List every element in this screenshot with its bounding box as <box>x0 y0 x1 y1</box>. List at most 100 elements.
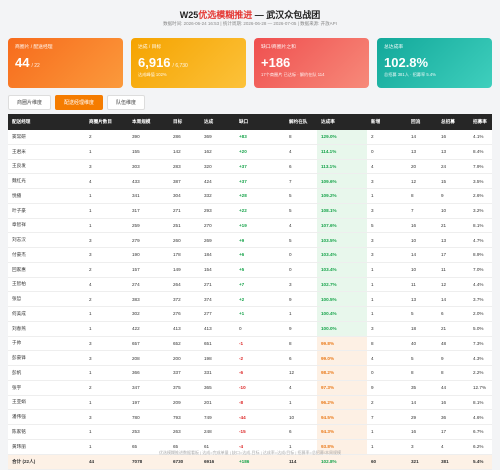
table-cell: 刘志汉 <box>8 232 85 248</box>
table-cell: 3.5% <box>469 173 492 189</box>
stat-card: 总达成率 102.8% 总招募 381人 · 招募率 5.4% <box>377 38 492 88</box>
table-wrap: 配送经理 商圈片数目 本周规模 目标 达成 缺口 解约在队 达成率 新增 回流 总招募 招募率 窦常研 2… <box>8 114 492 470</box>
stat-card: 达成 / 目标 6,916/ 6,730 达成峰值 102% <box>131 38 246 88</box>
table-cell: 269 <box>200 232 235 248</box>
card-value: +186 <box>261 55 362 70</box>
column-header: 本周规模 <box>128 114 169 130</box>
table-cell: 5 <box>285 232 317 248</box>
table-cell: 21 <box>437 218 469 234</box>
table-cell: 157 <box>128 262 169 278</box>
table-cell: +20 <box>235 144 285 160</box>
table-cell: 129.0% <box>317 130 367 145</box>
table-cell: 304 <box>169 188 200 204</box>
table-cell: 16 <box>437 395 469 411</box>
table-row: 彭豪锋 3 208 200 198 -2 6 99.0% 4 5 9 4.3% <box>8 350 492 366</box>
table-row: 张哲 2 383 372 374 +2 9 100.5% 1 13 14 3.7% <box>8 291 492 307</box>
table-cell: 王亚娟 <box>8 395 85 411</box>
table-cell: 387 <box>169 173 200 189</box>
header-row: 配送经理 商圈片数目 本周规模 目标 达成 缺口 解约在队 达成率 新增 回流 总招募 招募率 <box>8 114 492 130</box>
table-cell: +22 <box>235 203 285 219</box>
table-cell: 张哲 <box>8 291 85 307</box>
table-cell: 1 <box>285 395 317 411</box>
table-cell: 3.7% <box>469 291 492 307</box>
table-row: 刘志汉 3 279 260 269 +9 5 103.5% 3 10 13 4.7% <box>8 232 492 248</box>
table-cell: 刘春燕 <box>8 321 85 337</box>
tab[interactable]: 队伍维度 <box>107 95 146 110</box>
table-cell: 窦常研 <box>8 130 85 145</box>
table-cell: 0 <box>285 247 317 263</box>
total-cell: 381 <box>437 453 469 470</box>
table-cell: 2.0% <box>469 306 492 322</box>
table-cell: 1 <box>85 321 128 337</box>
column-header: 招募率 <box>469 114 492 130</box>
table-cell: 652 <box>169 336 200 352</box>
table-cell: 21 <box>437 321 469 337</box>
table-cell: 付豪杰 <box>8 247 85 263</box>
table-cell: 8 <box>285 130 317 145</box>
table-cell: 16 <box>437 130 469 145</box>
table-cell: 2 <box>367 130 407 145</box>
table-cell: 7.0% <box>469 262 492 278</box>
table-cell: 8.1% <box>469 395 492 411</box>
table-cell: 14 <box>407 130 437 145</box>
table-cell: 253 <box>128 424 169 440</box>
table-cell: 12 <box>437 277 469 293</box>
table-cell: 651 <box>200 336 235 352</box>
table-cell: 13 <box>407 291 437 307</box>
table-cell: 2 <box>85 380 128 396</box>
total-cell: 6730 <box>169 453 200 470</box>
table-cell: 270 <box>200 218 235 234</box>
table-cell: 375 <box>169 380 200 396</box>
table-cell: 2 <box>367 395 407 411</box>
table-cell: 279 <box>128 232 169 248</box>
table-cell: 103.4% <box>317 262 367 278</box>
table-cell: 4 <box>367 350 407 366</box>
table-cell: 6 <box>285 350 317 366</box>
card-value-main: +186 <box>261 55 291 70</box>
card-value: 6,916/ 6,730 <box>138 55 239 70</box>
table-cell: 1 <box>85 365 128 381</box>
table-cell: 190 <box>128 247 169 263</box>
table-cell: 24 <box>437 159 469 175</box>
table-cell: 叶子豪 <box>8 203 85 219</box>
tab[interactable]: 配送经理维度 <box>55 95 104 110</box>
table-cell: 4 <box>285 218 317 234</box>
table-cell: 3 <box>85 409 128 425</box>
table-cell: +28 <box>235 188 285 204</box>
card-note: 总招募 381人 · 招募率 5.4% <box>384 72 436 77</box>
table-cell: 302 <box>128 306 169 322</box>
table-cell: 48 <box>437 336 469 352</box>
table-cell: 于帅 <box>8 336 85 352</box>
table-cell: 1 <box>367 424 407 440</box>
table-cell: 3 <box>85 232 128 248</box>
table-cell: 3 <box>285 277 317 293</box>
total-row: 合计 (22人) 44 7078 6730 6916 +186 114 102.8% 60 321… <box>8 453 492 470</box>
table-cell: +37 <box>235 159 285 175</box>
table-cell: 16 <box>407 218 437 234</box>
card-value: 102.8% <box>384 55 485 70</box>
card-label: 缺口/商圈片之和 <box>261 45 296 50</box>
tab[interactable]: 商圈片维度 <box>8 95 52 110</box>
table-cell: 9 <box>367 380 407 396</box>
title-prefix: W25 <box>179 10 199 20</box>
table-cell: 3 <box>367 173 407 189</box>
total-cell: 44 <box>85 453 128 470</box>
table-row: 窦常研 2 390 286 369 +83 8 129.0% 2 14 16 4.1% <box>8 130 492 145</box>
table-cell: 162 <box>200 144 235 160</box>
column-header: 配送经理 <box>8 114 85 130</box>
title: W25优选模糊推进 — 武汉众包战团 <box>0 8 500 21</box>
stat-card: 商圈片 / 配送经理 44/ 22 <box>8 38 123 88</box>
table-cell: 142 <box>169 144 200 160</box>
table-row: 付豪杰 3 190 178 184 +6 0 103.4% 3 14 17 8.9% <box>8 247 492 263</box>
table-cell: 366 <box>128 365 169 381</box>
table-cell: 11 <box>407 277 437 293</box>
table-cell: 7 <box>285 173 317 189</box>
column-header: 目标 <box>169 114 200 130</box>
table-cell: 0 <box>235 321 285 337</box>
table-cell: 109.2% <box>317 188 367 204</box>
table-cell: 7 <box>367 409 407 425</box>
table-cell: 4.3% <box>469 350 492 366</box>
table-cell: 200 <box>169 350 200 366</box>
table-cell: 3 <box>367 247 407 263</box>
table-cell: 201 <box>200 395 235 411</box>
